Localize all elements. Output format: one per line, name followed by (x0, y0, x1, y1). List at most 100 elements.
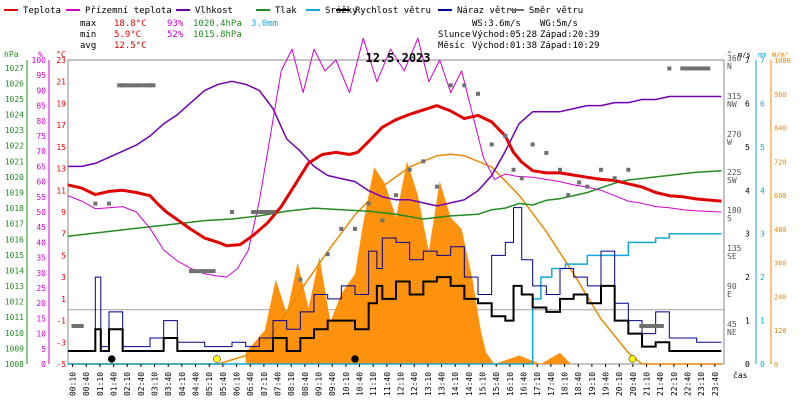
celsius-tick: 23 (56, 56, 66, 65)
mm-tick: 4 (760, 186, 765, 195)
wind-direction-point (558, 167, 562, 172)
x-tick-label: 16:40 (520, 372, 529, 396)
wm2-tick: 840 (774, 125, 787, 133)
moonset-marker (351, 355, 359, 363)
stat-max-temp: 18.8°C (114, 19, 147, 29)
direction-label: NE (727, 328, 737, 337)
legend-label: Rychlost větru (355, 6, 431, 16)
hpa-tick: 1011 (5, 313, 24, 322)
wind-speed-line (68, 276, 722, 352)
sunset-time: Západ:20:39 (540, 30, 600, 40)
wind-direction-point (407, 167, 412, 172)
x-tick-label: 21:40 (656, 372, 665, 396)
hpa-unit: hPa (4, 50, 19, 59)
direction-label: SW (727, 176, 737, 185)
x-tick-label: 20:10 (615, 372, 624, 396)
ground-temperature-line (67, 37, 722, 278)
celsius-tick: 21 (56, 78, 66, 87)
wind-direction-bar (680, 66, 711, 71)
hpa-tick: 1024 (5, 111, 24, 120)
wind-direction-bar (639, 324, 664, 328)
hpa-tick: 1008 (5, 360, 24, 369)
direction-label: E (727, 290, 732, 299)
direction-tick: 270 (727, 130, 742, 139)
wind-direction-point (394, 193, 398, 198)
direction-label: NW (727, 100, 737, 109)
wind-direction-point (612, 176, 617, 181)
sun-label: Slunce (438, 30, 471, 40)
pressure-line (67, 169, 722, 237)
x-tick-label: 10:10 (342, 372, 351, 396)
solar-measured-area (245, 161, 571, 364)
percent-tick: 30 (36, 269, 46, 278)
celsius-tick: 3 (61, 273, 66, 282)
wm2-tick: 600 (774, 192, 787, 200)
percent-tick: 5 (41, 345, 46, 354)
direction-tick: 315 (727, 92, 742, 101)
x-tick-label: 05:40 (219, 372, 228, 396)
x-tick-label: 04:40 (192, 372, 201, 396)
x-tick-label: 11:10 (369, 372, 378, 396)
x-tick-label: 14:10 (451, 372, 460, 396)
wind-direction-point (325, 252, 330, 257)
legend-label: Náraz větru (457, 6, 517, 16)
wind-direction-point (93, 201, 98, 206)
moon-label: Měsíc (438, 41, 465, 51)
sunrise-time: Východ:05:28 (472, 30, 537, 40)
mm-tick: 2 (760, 273, 765, 282)
wm2-tick: 120 (774, 327, 787, 335)
mm-tick: 5 (760, 143, 765, 152)
wind-direction-point (230, 210, 234, 214)
percent-tick: 0 (41, 360, 46, 369)
x-axis-label: čas (733, 370, 748, 380)
x-tick-label: 18:10 (561, 372, 570, 396)
moonrise-time: Východ:01:38 (472, 41, 537, 51)
x-tick-label: 18:40 (574, 372, 583, 396)
x-tick-label: 17:10 (533, 372, 542, 396)
percent-tick: 60 (36, 178, 46, 187)
hpa-tick: 1017 (5, 220, 24, 229)
wind-direction-point (448, 83, 453, 88)
percent-tick: 90 (36, 86, 46, 95)
hpa-tick: 1015 (5, 251, 24, 260)
x-tick-label: 01:10 (96, 372, 105, 396)
legend-label: Směr větru (529, 6, 583, 16)
wind-direction-point (519, 176, 524, 181)
wm2-tick: 240 (774, 293, 787, 301)
percent-tick: 95 (36, 71, 46, 80)
ms-tick: 4 (745, 186, 750, 195)
percent-tick: 10 (36, 330, 46, 339)
hpa-tick: 1016 (5, 235, 24, 244)
ms-tick: 2 (745, 273, 750, 282)
x-tick-label: 16:10 (506, 372, 515, 396)
hpa-tick: 1012 (5, 298, 24, 307)
x-tick-label: 09:40 (328, 372, 337, 396)
celsius-tick: 9 (61, 208, 66, 217)
x-tick-label: 22:10 (670, 372, 679, 396)
solar-theoretical-line (68, 153, 722, 365)
stat-max-label: max (80, 19, 97, 29)
stat-max-hum: 93% (167, 19, 184, 29)
celsius-tick: 5 (61, 251, 66, 260)
wind-direction-point (462, 83, 467, 88)
x-tick-label: 13:40 (438, 372, 447, 396)
direction-label: S (727, 214, 732, 223)
hpa-tick: 1014 (5, 266, 24, 275)
wind-direction-bar (191, 269, 216, 274)
sun-moon-markers (107, 355, 637, 363)
percent-tick: 70 (36, 147, 46, 156)
wind-direction-point (626, 167, 631, 172)
percent-tick: 40 (36, 238, 46, 247)
celsius-tick: 19 (56, 99, 66, 108)
stats-block: max 18.8°C 93% 1020.4hPa 3.0mm min 5.9°C… (80, 19, 278, 51)
hpa-tick: 1027 (5, 64, 24, 73)
hpa-tick: 1020 (5, 173, 24, 182)
percent-unit: % (38, 50, 43, 59)
percent-tick: 15 (36, 314, 46, 323)
x-tick-label: 03:40 (164, 372, 173, 396)
direction-tick: 90 (727, 282, 737, 291)
mm-tick: 1 (760, 317, 765, 326)
x-tick-label: 02:40 (137, 372, 146, 396)
